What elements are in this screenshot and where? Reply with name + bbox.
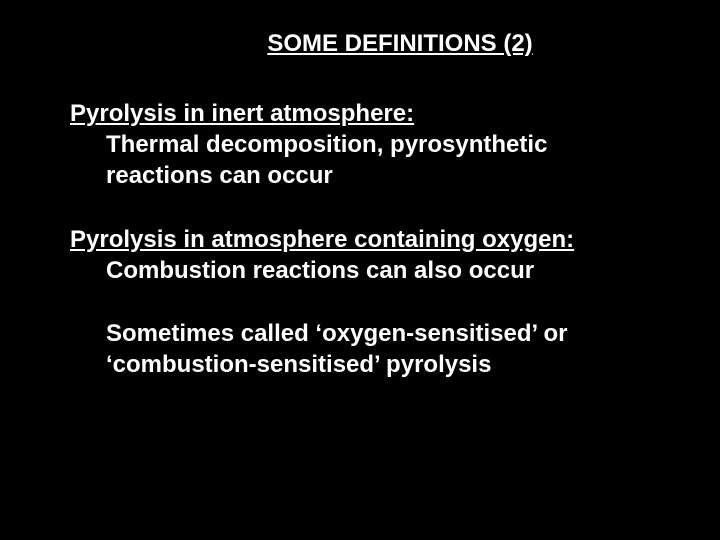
section-2-heading: Pyrolysis in atmosphere containing oxyge… — [70, 224, 650, 255]
section-3-body: Sometimes called ‘oxygen-sensitised’ or … — [70, 318, 650, 380]
section-3: Sometimes called ‘oxygen-sensitised’ or … — [70, 318, 650, 380]
section-2: Pyrolysis in atmosphere containing oxyge… — [70, 224, 650, 286]
slide: SOME DEFINITIONS (2) Pyrolysis in inert … — [0, 0, 720, 540]
section-1: Pyrolysis in inert atmosphere: Thermal d… — [70, 98, 650, 192]
section-1-body: Thermal decomposition, pyrosynthetic rea… — [70, 129, 650, 191]
section-2-body: Combustion reactions can also occur — [70, 255, 650, 286]
section-1-heading: Pyrolysis in inert atmosphere: — [70, 98, 650, 129]
slide-title: SOME DEFINITIONS (2) — [70, 30, 650, 58]
